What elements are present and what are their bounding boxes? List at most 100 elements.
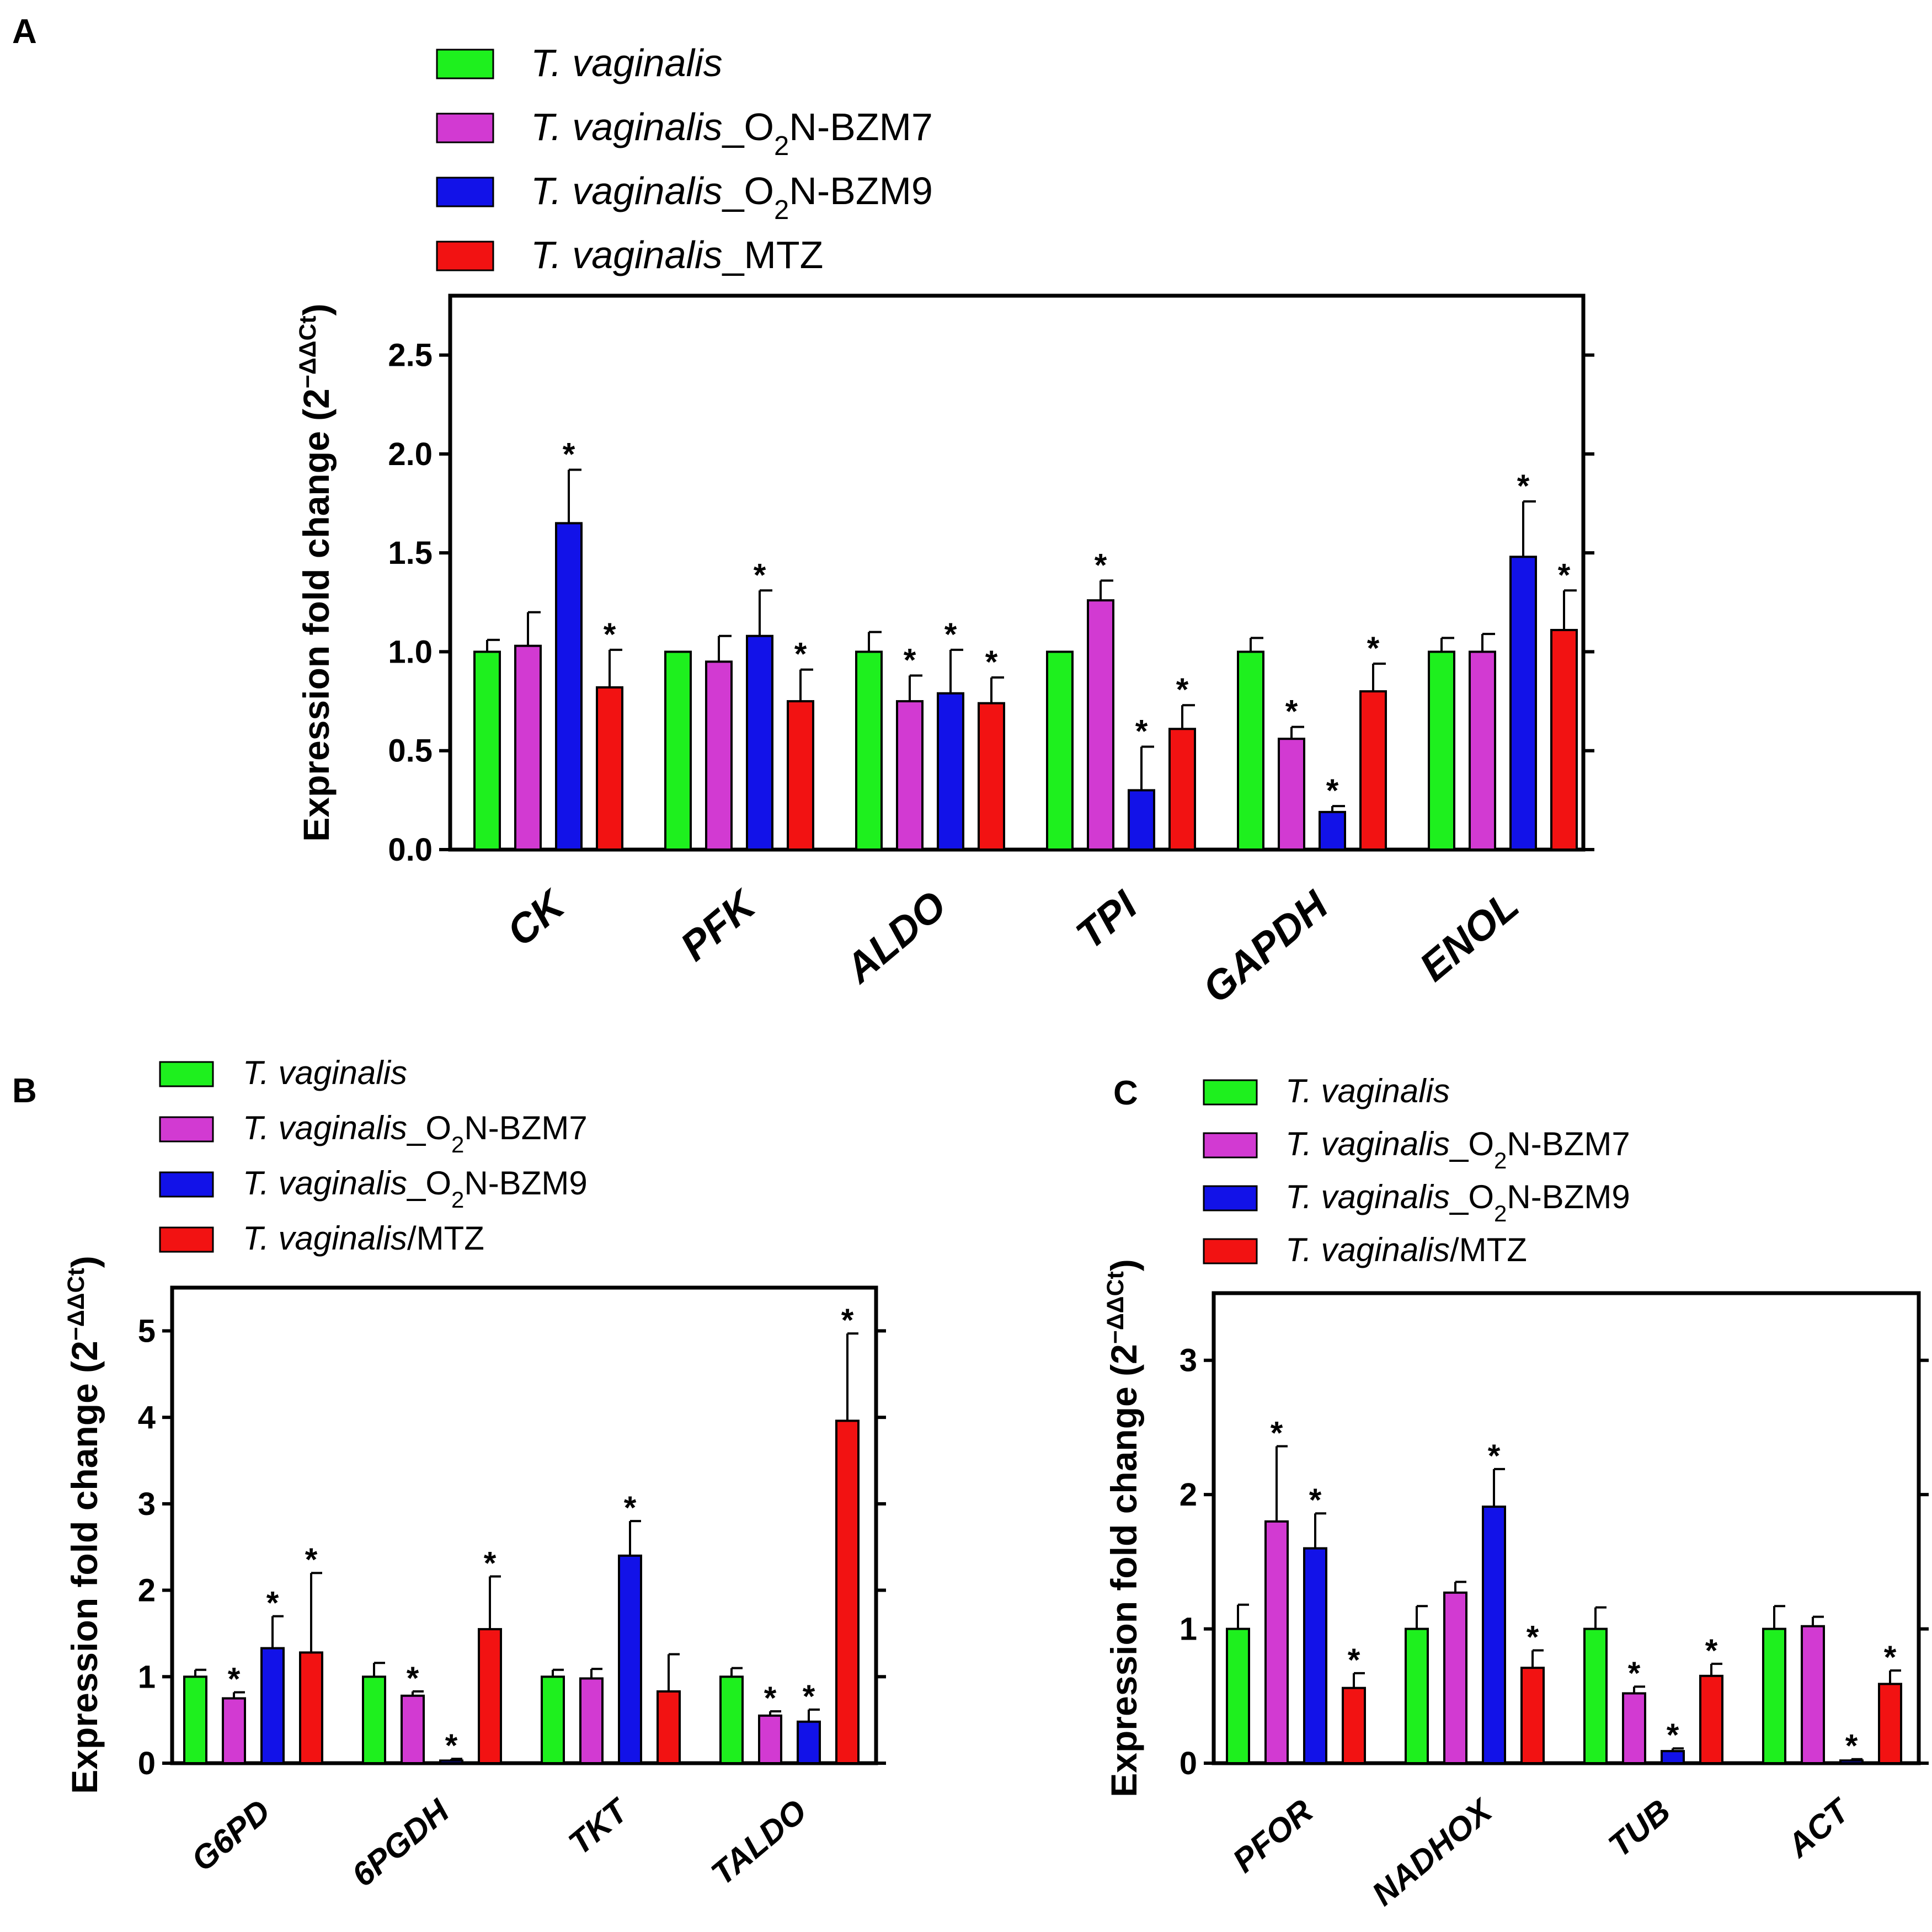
bar: [1226, 1627, 1250, 1765]
bar: [1168, 728, 1196, 851]
legend-label: T. vaginalis_O2N-BZM7: [243, 1109, 588, 1157]
significance-star: *: [1488, 1438, 1501, 1474]
bar: [797, 1720, 821, 1765]
significance-star: *: [1845, 1728, 1858, 1764]
bar: [746, 634, 773, 851]
bar: [1482, 1506, 1506, 1765]
category-label: CK: [498, 880, 575, 955]
bar: [1583, 1627, 1608, 1765]
bar: [1264, 1520, 1289, 1765]
bar: [835, 1419, 860, 1765]
y-axis-title: Expression fold change (2−ΔΔCt): [63, 1256, 105, 1794]
legend-label: T. vaginalis_O2N-BZM7: [531, 105, 933, 161]
y-tick-label: 1.5: [388, 535, 433, 571]
significance-star: *: [1095, 547, 1107, 583]
category-label: PFK: [672, 880, 766, 970]
category-label: NADHOX: [1365, 1791, 1500, 1913]
bar: [855, 650, 883, 851]
bar: [1342, 1687, 1366, 1764]
significance-star: *: [841, 1303, 854, 1338]
significance-star: *: [1176, 672, 1189, 708]
significance-star: *: [944, 617, 957, 653]
significance-star: *: [305, 1542, 318, 1578]
significance-star: *: [1271, 1416, 1283, 1451]
y-tick-label: 3: [1180, 1343, 1197, 1379]
significance-star: *: [1285, 694, 1298, 730]
plot-frame: [1211, 1291, 1921, 1765]
legend-label: T. vaginalis: [531, 41, 723, 84]
significance-star: *: [754, 557, 766, 593]
y-tick-label: 1: [138, 1659, 156, 1695]
bar: [1237, 650, 1264, 851]
category-label: TUB: [1602, 1792, 1678, 1865]
significance-star: *: [803, 1679, 815, 1715]
panel-c: C T. vaginalis T. vaginalis_O2N-BZM7 T. vag…: [1102, 1072, 1929, 1913]
bar: [183, 1675, 207, 1764]
legend-swatch: [1203, 1185, 1258, 1211]
legend-label: T. vaginalis_O2N-BZM9: [1285, 1178, 1630, 1226]
significance-star: *: [1884, 1640, 1897, 1675]
significance-star: *: [794, 637, 807, 673]
legend-swatch: [436, 49, 494, 79]
legend-label: T. vaginalis/MTZ: [243, 1220, 484, 1257]
bar: [478, 1628, 502, 1765]
bar: [1046, 650, 1074, 851]
bar: [401, 1694, 425, 1764]
significance-star: *: [1628, 1656, 1641, 1691]
legend-label: T. vaginalis: [1285, 1072, 1450, 1109]
y-tick-label: 3: [138, 1486, 156, 1522]
y-tick-label: 2.0: [388, 436, 433, 472]
significance-star: *: [1527, 1620, 1539, 1656]
legend-swatch: [159, 1171, 214, 1198]
bar: [1443, 1591, 1467, 1764]
bar: [362, 1675, 386, 1764]
category-label: TALDO: [704, 1792, 813, 1892]
bar: [978, 702, 1005, 851]
bar: [1699, 1674, 1723, 1765]
bar: [1878, 1683, 1902, 1765]
bar: [1550, 628, 1578, 851]
bar: [758, 1714, 782, 1765]
y-tick-label: 5: [138, 1313, 156, 1349]
significance-star: *: [266, 1586, 279, 1621]
y-tick-label: 2: [138, 1573, 156, 1609]
bar: [541, 1675, 565, 1764]
legend-swatch: [436, 177, 494, 207]
bar: [618, 1554, 642, 1764]
y-axis-title: Expression fold change (2−ΔΔCt): [295, 303, 337, 841]
bar: [1359, 690, 1387, 851]
significance-star: *: [1667, 1717, 1679, 1753]
significance-star: *: [1326, 773, 1339, 809]
panel-letter: A: [12, 13, 37, 51]
bar: [787, 700, 814, 851]
y-tick-label: 0: [1180, 1746, 1197, 1781]
bar: [1509, 556, 1537, 851]
category-label: ENOL: [1411, 882, 1527, 990]
legend-label: T. vaginalis/MTZ: [1285, 1231, 1527, 1268]
y-tick-label: 0.0: [388, 832, 433, 868]
bar: [596, 686, 623, 851]
bar: [299, 1651, 323, 1765]
panel-b: B T. vaginalis T. vaginalis_O2N-BZM7 T. vag…: [12, 1054, 886, 1894]
bar: [1405, 1627, 1429, 1765]
legend-label: T. vaginalis_O2N-BZM9: [531, 169, 933, 225]
legend-swatch: [159, 1116, 214, 1143]
bar: [473, 650, 501, 851]
category-label: ACT: [1779, 1791, 1858, 1865]
significance-star: *: [1705, 1633, 1718, 1669]
significance-star: *: [228, 1661, 241, 1697]
bar: [1622, 1692, 1646, 1765]
bar: [222, 1697, 246, 1765]
bar: [719, 1675, 744, 1764]
significance-star: *: [1135, 714, 1148, 750]
bar: [937, 692, 964, 851]
category-label: GAPDH: [1194, 882, 1337, 1012]
bar: [1520, 1667, 1545, 1765]
panel-a: A T. vaginalis T. vaginalis_O2N-BZM7 T. vag…: [12, 13, 1594, 1012]
bar: [1319, 810, 1346, 851]
bar: [555, 522, 583, 851]
panel-letter: C: [1113, 1074, 1138, 1112]
bar: [1762, 1627, 1786, 1765]
significance-star: *: [604, 617, 616, 653]
